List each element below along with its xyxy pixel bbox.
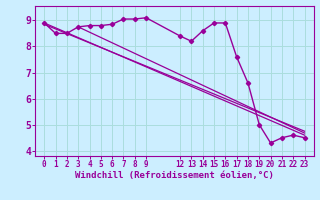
X-axis label: Windchill (Refroidissement éolien,°C): Windchill (Refroidissement éolien,°C) bbox=[75, 171, 274, 180]
